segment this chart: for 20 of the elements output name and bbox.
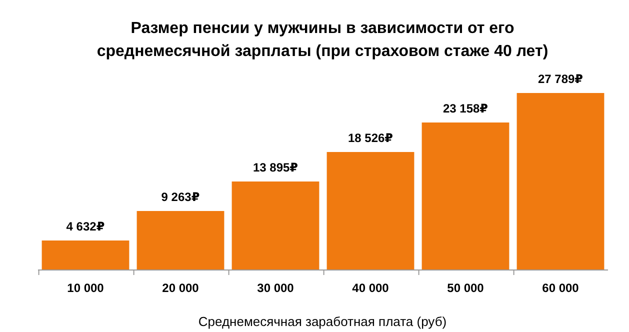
- data-label: 9 263₽: [161, 190, 200, 204]
- bar: [42, 240, 130, 270]
- data-label: 4 632₽: [66, 219, 105, 234]
- data-label: 13 895₽: [252, 160, 298, 174]
- data-label: 23 158₽: [442, 101, 488, 116]
- x-tick-label: 20 000: [162, 281, 200, 295]
- bar: [136, 211, 224, 270]
- x-tick-label: 50 000: [447, 281, 484, 295]
- chart-title: Размер пенсии у мужчины в зависимости от его среднемесячной зарплаты (при страховом стаже 40 лет): [96, 20, 548, 60]
- bar: [232, 181, 320, 270]
- x-tick-label: 10 000: [67, 281, 104, 295]
- bar: [422, 122, 510, 270]
- bar: [516, 93, 604, 270]
- data-label: 27 789₽: [538, 72, 584, 86]
- x-tick-label: 30 000: [257, 281, 294, 295]
- bar: [326, 152, 414, 270]
- data-label: 18 526₽: [348, 131, 394, 145]
- x-axis-title: Среднемесячная заработная плата (руб): [198, 314, 447, 329]
- x-tick-label: 60 000: [542, 281, 580, 295]
- x-tick-label: 40 000: [352, 281, 390, 295]
